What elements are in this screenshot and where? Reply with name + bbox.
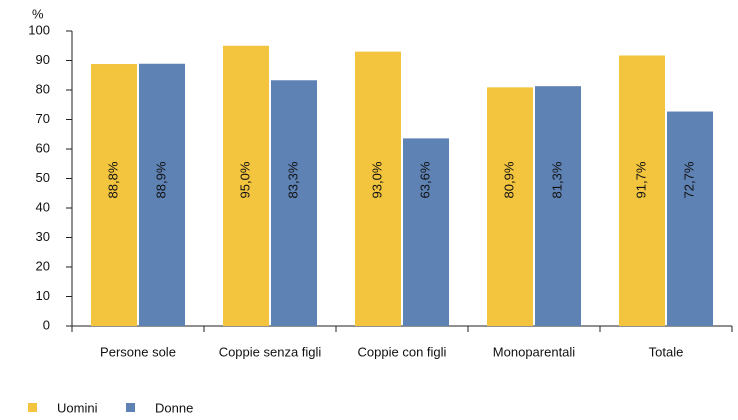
bar [355,51,401,327]
bar [667,111,713,326]
y-tick-label: 70 [36,111,50,126]
y-tick-label: 20 [36,258,50,273]
bar [487,87,533,326]
y-tick-label: 40 [36,199,50,214]
data-label: 80,9% [501,161,516,198]
legend-label: Uomini [57,400,98,415]
data-label: 88,9% [153,161,168,198]
x-tick-label: Persone sole [100,344,176,359]
data-label: 93,0% [369,161,384,198]
data-label: 88,8% [105,161,120,198]
y-tick-label: 90 [36,52,50,67]
data-label: 91,7% [633,161,648,198]
bar [403,138,449,326]
bar [139,63,185,327]
bar [535,86,581,326]
x-tick-label: Monoparentali [493,344,575,359]
data-label: 81,3% [549,161,564,198]
bar [223,45,269,326]
legend-swatch [126,403,135,412]
y-tick-label: 80 [36,81,50,96]
y-tick-label: 100 [28,22,50,37]
legend-label: Donne [155,400,193,415]
bar [91,64,137,326]
x-tick-label: Totale [649,344,684,359]
y-axis-label: % [32,6,44,21]
y-tick-label: 50 [36,170,50,185]
x-tick-label: Coppie con figli [358,344,447,359]
data-label: 83,3% [285,161,300,198]
bar [271,80,317,326]
data-label: 63,6% [417,161,432,198]
legend-swatch [28,403,37,412]
data-label: 95,0% [237,161,252,198]
y-tick-label: 60 [36,140,50,155]
y-tick-label: 10 [36,288,50,303]
bar [619,55,665,327]
x-tick-label: Coppie senza figli [219,344,322,359]
y-tick-label: 30 [36,229,50,244]
y-tick-label: 0 [43,317,50,332]
data-label: 72,7% [681,161,696,198]
